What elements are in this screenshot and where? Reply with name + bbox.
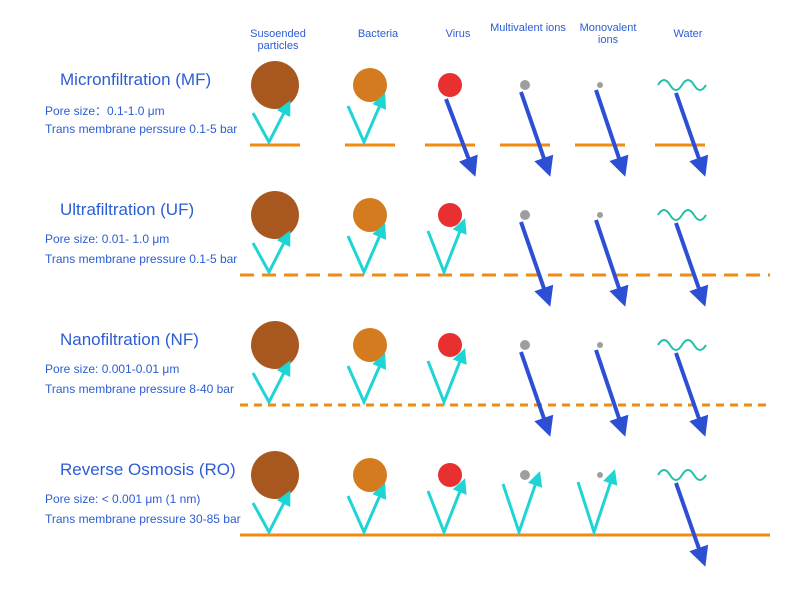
- pore-size-spec: Pore size: 0.001-0.01 μm: [45, 362, 179, 376]
- filtration-title: Nanofiltration (NF): [60, 330, 199, 350]
- pressure-spec: Trans membrane pressure 0.1-5 bar: [45, 252, 237, 266]
- column-header: Water: [648, 28, 728, 40]
- column-header: Susoended particles: [238, 28, 318, 52]
- filtration-title: Reverse Osmosis (RO): [60, 460, 236, 480]
- pore-size-spec: Pore size：0.1-1.0 μm: [45, 102, 165, 119]
- filtration-title: Ultrafiltration (UF): [60, 200, 194, 220]
- pressure-spec: Trans membrane perssure 0.1-5 bar: [45, 122, 237, 136]
- column-header: Virus: [418, 28, 498, 40]
- pressure-spec: Trans membrane pressure 8-40 bar: [45, 382, 234, 396]
- pore-size-spec: Pore size: < 0.001 μm (1 nm): [45, 492, 200, 506]
- diagram-canvas: [0, 0, 800, 600]
- column-header: Bacteria: [338, 28, 418, 40]
- pore-size-spec: Pore size: 0.01- 1.0 μm: [45, 232, 169, 246]
- pressure-spec: Trans membrane pressure 30-85 bar: [45, 512, 241, 526]
- column-header: Multivalent ions: [488, 22, 568, 34]
- column-header: Monovalent ions: [568, 22, 648, 46]
- filtration-title: Micronfiltration (MF): [60, 70, 211, 90]
